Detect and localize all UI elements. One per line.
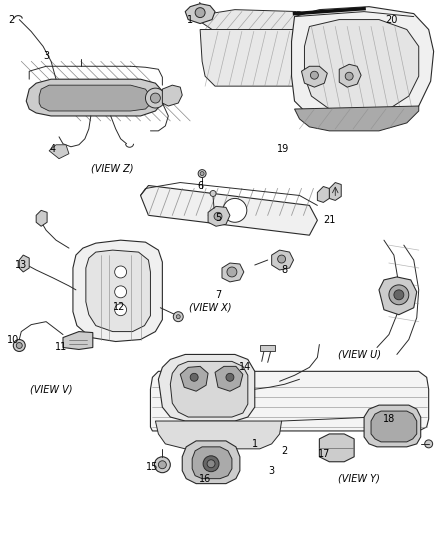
Polygon shape bbox=[222, 263, 243, 282]
Text: 3: 3 bbox=[268, 466, 274, 475]
Text: (VIEW Y): (VIEW Y) bbox=[337, 474, 379, 483]
Polygon shape bbox=[180, 366, 208, 391]
Polygon shape bbox=[182, 441, 239, 483]
Circle shape bbox=[114, 286, 126, 298]
Circle shape bbox=[277, 255, 285, 263]
Circle shape bbox=[200, 172, 204, 175]
Circle shape bbox=[207, 460, 215, 468]
Polygon shape bbox=[291, 6, 433, 126]
Polygon shape bbox=[208, 206, 230, 226]
Text: 2: 2 bbox=[8, 14, 14, 25]
Polygon shape bbox=[378, 277, 416, 314]
Text: 12: 12 bbox=[112, 302, 124, 312]
Text: 17: 17 bbox=[318, 449, 330, 459]
Text: 14: 14 bbox=[238, 362, 251, 373]
Polygon shape bbox=[200, 29, 321, 86]
Polygon shape bbox=[36, 211, 47, 226]
Polygon shape bbox=[162, 85, 182, 106]
Circle shape bbox=[114, 266, 126, 278]
Circle shape bbox=[190, 373, 198, 381]
Text: 13: 13 bbox=[15, 260, 27, 270]
Text: 5: 5 bbox=[214, 213, 221, 223]
Ellipse shape bbox=[239, 52, 279, 70]
Text: 16: 16 bbox=[198, 474, 211, 483]
Circle shape bbox=[176, 314, 180, 319]
Polygon shape bbox=[363, 405, 420, 447]
Polygon shape bbox=[318, 434, 353, 462]
Text: 19: 19 bbox=[276, 144, 288, 154]
Polygon shape bbox=[259, 345, 274, 351]
Circle shape bbox=[16, 343, 22, 349]
Text: 15: 15 bbox=[146, 462, 158, 472]
Circle shape bbox=[209, 190, 215, 197]
Circle shape bbox=[154, 457, 170, 473]
Circle shape bbox=[388, 285, 408, 305]
Circle shape bbox=[393, 290, 403, 300]
Circle shape bbox=[344, 72, 352, 80]
Polygon shape bbox=[26, 79, 162, 116]
Circle shape bbox=[310, 71, 318, 79]
Circle shape bbox=[226, 267, 237, 277]
Polygon shape bbox=[271, 250, 293, 270]
Polygon shape bbox=[155, 421, 281, 449]
Text: 7: 7 bbox=[214, 290, 221, 300]
Text: 10: 10 bbox=[7, 335, 19, 344]
Polygon shape bbox=[170, 361, 247, 417]
Circle shape bbox=[203, 456, 219, 472]
Text: 2: 2 bbox=[281, 446, 287, 456]
Polygon shape bbox=[215, 366, 242, 391]
Circle shape bbox=[173, 312, 183, 321]
Polygon shape bbox=[192, 447, 231, 479]
Text: 21: 21 bbox=[322, 215, 335, 225]
Text: 1: 1 bbox=[251, 439, 257, 449]
Circle shape bbox=[195, 7, 205, 18]
Polygon shape bbox=[19, 255, 29, 272]
Text: (VIEW V): (VIEW V) bbox=[30, 384, 72, 394]
Polygon shape bbox=[49, 145, 69, 159]
Text: (VIEW U): (VIEW U) bbox=[337, 350, 380, 359]
Circle shape bbox=[114, 304, 126, 316]
Polygon shape bbox=[328, 182, 340, 200]
Text: 4: 4 bbox=[50, 144, 56, 154]
Ellipse shape bbox=[279, 393, 309, 405]
Polygon shape bbox=[370, 411, 416, 442]
Text: 11: 11 bbox=[55, 343, 67, 352]
Polygon shape bbox=[185, 4, 215, 23]
Polygon shape bbox=[63, 332, 92, 350]
Polygon shape bbox=[339, 64, 360, 87]
Text: 6: 6 bbox=[197, 181, 203, 190]
Text: 8: 8 bbox=[281, 265, 287, 275]
Circle shape bbox=[214, 212, 222, 220]
Polygon shape bbox=[73, 240, 162, 342]
Circle shape bbox=[424, 440, 432, 448]
Text: (VIEW Z): (VIEW Z) bbox=[91, 164, 134, 174]
Polygon shape bbox=[294, 106, 418, 131]
Text: 3: 3 bbox=[43, 51, 49, 61]
Text: 20: 20 bbox=[385, 14, 397, 25]
Circle shape bbox=[13, 340, 25, 351]
Circle shape bbox=[223, 198, 246, 222]
Polygon shape bbox=[86, 250, 150, 332]
Polygon shape bbox=[140, 185, 317, 235]
Polygon shape bbox=[317, 187, 328, 203]
Circle shape bbox=[198, 169, 205, 177]
Text: (VIEW X): (VIEW X) bbox=[188, 303, 231, 313]
Circle shape bbox=[158, 461, 166, 469]
Polygon shape bbox=[158, 354, 254, 421]
Text: 1: 1 bbox=[187, 14, 193, 25]
Text: 18: 18 bbox=[382, 414, 394, 424]
Polygon shape bbox=[304, 20, 418, 113]
Polygon shape bbox=[200, 10, 318, 34]
Circle shape bbox=[145, 88, 165, 108]
Circle shape bbox=[150, 93, 160, 103]
Polygon shape bbox=[39, 85, 150, 111]
Polygon shape bbox=[150, 372, 427, 431]
Polygon shape bbox=[301, 66, 327, 87]
Circle shape bbox=[226, 373, 233, 381]
